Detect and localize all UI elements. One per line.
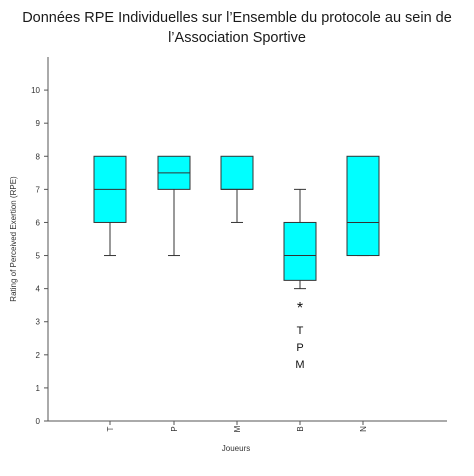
outlier-annotation: M: [295, 359, 304, 371]
box-iqr: [283, 221, 317, 281]
box-group-b: [283, 188, 317, 290]
x-tick-label: T: [106, 426, 115, 431]
x-tick-label: M: [233, 425, 242, 432]
y-tick-label: 4: [36, 285, 41, 294]
y-tick-label: 5: [36, 252, 41, 261]
y-tick-label: 3: [36, 318, 41, 327]
x-tick-label: N: [359, 426, 368, 432]
chart-title-line-2: l’Association Sportive: [168, 30, 306, 46]
outlier-marker: *: [297, 300, 303, 317]
y-tick-label: 1: [36, 384, 41, 393]
outlier-annotation: T: [297, 325, 304, 337]
box-group-t: [93, 155, 127, 257]
y-tick-label: 2: [36, 351, 41, 360]
box-iqr: [220, 155, 254, 190]
chart-title: Données RPE Individuelles sur l’Ensemble…: [0, 8, 474, 48]
y-tick-label: 8: [36, 152, 41, 161]
x-tick-label: P: [170, 426, 179, 431]
box-group-p: [157, 155, 191, 257]
outlier-annotation: P: [296, 342, 303, 354]
x-axis-title: Joueurs: [222, 444, 250, 453]
y-tick-label: 9: [36, 119, 41, 128]
y-tick-label: 0: [36, 417, 41, 426]
chart-title-line-1: Données RPE Individuelles sur l’Ensemble…: [22, 10, 452, 26]
box-group-n: [346, 155, 380, 257]
boxes: [93, 155, 380, 290]
y-tick-label: 7: [36, 185, 41, 194]
y-ticks: 0 1 2 3 4 5 6 7 8 9 10: [31, 86, 48, 426]
y-tick-label: 10: [31, 86, 40, 95]
y-tick-label: 6: [36, 218, 41, 227]
outliers: * TPM: [295, 300, 304, 371]
box-iqr: [346, 155, 380, 257]
x-tick-label: B: [296, 426, 305, 431]
axes: [47, 57, 447, 422]
box-group-m: [220, 155, 254, 223]
y-axis-title: Rating of Perceived Exertion (RPE): [9, 176, 18, 302]
